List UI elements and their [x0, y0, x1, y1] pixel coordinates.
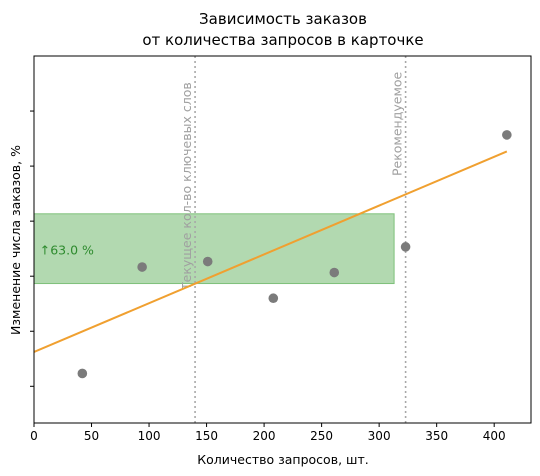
x-tick-label-4: 200	[253, 429, 276, 443]
data-point-5	[400, 242, 411, 252]
x-axis-label: Количество запросов, шт.	[197, 452, 368, 467]
plot-area: Текущее кол-во ключевых слов Рекомендуемо…	[30, 55, 532, 443]
trend-line	[34, 150, 508, 353]
x-tick-label-8: 400	[483, 429, 506, 443]
x-tick-label-3: 150	[195, 429, 218, 443]
x-tick-label-7: 350	[425, 429, 448, 443]
x-tick-label-0: 0	[30, 429, 38, 443]
y-axis-label: Изменение числа заказов, %	[8, 145, 23, 335]
x-tick-label-5: 250	[310, 429, 333, 443]
data-point-0	[77, 368, 88, 379]
vertical-line-label-0: Текущее кол-во ключевых слов	[179, 82, 194, 291]
x-tick-label-6: 300	[368, 429, 391, 443]
plot-frame	[33, 55, 532, 424]
x-tick-label-2: 100	[138, 429, 161, 443]
data-point-6	[502, 130, 512, 140]
vertical-line-label-1: Рекомендуемое	[390, 71, 405, 176]
chart-title-line-1: Зависимость заказов	[199, 10, 367, 28]
x-tick-label-1: 50	[84, 429, 99, 443]
data-point-4	[329, 267, 340, 278]
chart-title-line-2: от количества запросов в карточке	[142, 31, 423, 49]
data-point-3	[268, 293, 279, 304]
data-point-1	[137, 262, 147, 272]
data-point-2	[202, 256, 213, 267]
change-annotation: ↑63.0 %	[40, 243, 94, 258]
